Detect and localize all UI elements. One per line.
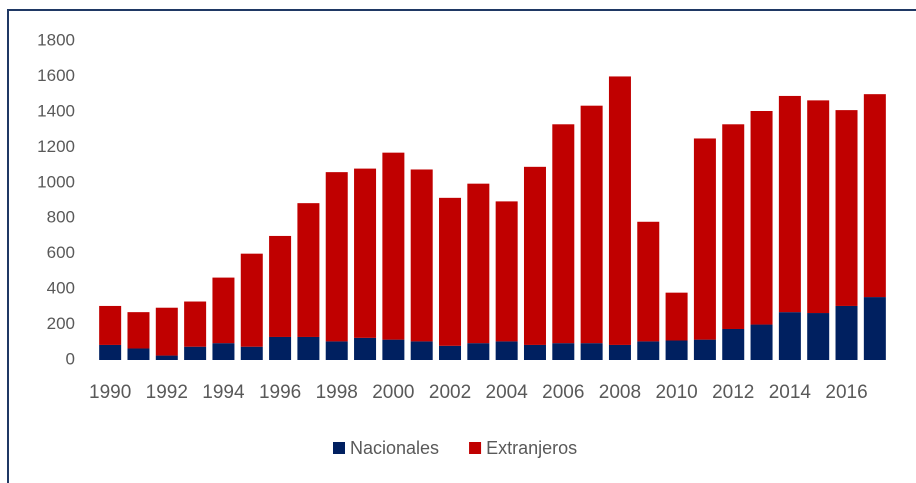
bar-segment <box>608 344 631 360</box>
y-tick-label: 0 <box>66 349 75 368</box>
bar-segment <box>778 312 801 360</box>
bar-segment <box>495 341 518 360</box>
bar-segment <box>580 105 603 344</box>
bar-segment <box>269 235 292 337</box>
bar-segment <box>212 343 235 360</box>
y-tick-label: 1000 <box>37 172 75 191</box>
bar-segment <box>240 253 263 347</box>
x-tick-label: 2016 <box>825 382 867 403</box>
bar-segment <box>382 152 405 340</box>
x-tick-label: 1990 <box>89 382 131 403</box>
x-tick-label: 2000 <box>372 382 414 403</box>
bar-segment <box>99 344 122 360</box>
bar-segment <box>467 343 490 360</box>
y-tick-label: 200 <box>47 314 75 333</box>
x-tick-label: 2004 <box>486 382 529 403</box>
bar-segment <box>608 76 631 345</box>
legend-swatch <box>469 442 482 454</box>
x-tick-label: 2008 <box>599 382 641 403</box>
bar-segment <box>439 197 462 346</box>
bar-segment <box>325 172 348 342</box>
bar-segment <box>495 201 518 342</box>
x-tick-label: 2012 <box>712 382 754 403</box>
bar-segment <box>722 328 745 360</box>
bar-segment <box>439 345 462 360</box>
bar-segment <box>807 100 830 314</box>
x-tick-label: 1992 <box>146 382 188 403</box>
bar-segment <box>184 301 207 347</box>
legend-label: Nacionales <box>350 438 439 458</box>
y-tick-label: 1800 <box>37 30 75 49</box>
bar-segment <box>552 343 575 360</box>
y-tick-label: 800 <box>47 208 75 227</box>
bar-segment <box>523 166 546 345</box>
bar-segment <box>382 339 405 360</box>
bar-segment <box>410 169 433 342</box>
bar-segment <box>523 344 546 360</box>
bar-segment <box>127 312 150 349</box>
x-tick-label: 1998 <box>316 382 358 403</box>
legend-swatch <box>333 442 345 454</box>
bar-segment <box>99 305 122 345</box>
bar-segment <box>467 183 490 344</box>
bar-segment <box>240 346 263 360</box>
bar-segment <box>410 341 433 360</box>
y-tick-label: 1200 <box>37 137 75 156</box>
bar-segment <box>580 343 603 360</box>
bar-segment <box>863 297 886 360</box>
bar-segment <box>778 95 801 313</box>
bar-segment <box>835 305 858 360</box>
bar-segment <box>835 110 858 306</box>
bar-segment <box>750 324 773 360</box>
bar-segment <box>269 336 292 360</box>
bar-segment <box>807 313 830 360</box>
legend-label: Extranjeros <box>486 438 577 458</box>
bar-segment <box>354 337 377 360</box>
bar-segment <box>750 111 773 325</box>
bar-segment <box>155 307 178 356</box>
x-tick-label: 2002 <box>429 382 471 403</box>
x-tick-label: 2010 <box>655 382 697 403</box>
bar-segment <box>637 221 660 342</box>
bar-segment <box>665 292 688 341</box>
bar-segment <box>863 94 886 298</box>
bar-segment <box>552 124 575 344</box>
bar-segment <box>127 348 150 360</box>
bar-segment <box>722 124 745 329</box>
bar-segment <box>184 346 207 360</box>
bar-segment <box>155 355 178 360</box>
x-tick-label: 1996 <box>259 382 301 403</box>
y-tick-label: 600 <box>47 243 75 262</box>
x-tick-label: 2014 <box>769 382 812 403</box>
frame <box>7 9 916 483</box>
bar-segment <box>693 339 716 360</box>
bar-segment <box>637 341 660 360</box>
x-tick-label: 2006 <box>542 382 584 403</box>
bar-segment <box>297 336 320 360</box>
bar-segment <box>693 138 716 340</box>
bar-segment <box>665 340 688 360</box>
y-tick-label: 1600 <box>37 66 75 85</box>
y-tick-label: 400 <box>47 279 75 298</box>
bar-segment <box>297 203 320 337</box>
y-tick-label: 1400 <box>37 101 75 120</box>
bar-segment <box>354 168 377 338</box>
bar-segment <box>325 341 348 360</box>
bar-segment <box>212 277 235 344</box>
x-tick-label: 1994 <box>202 382 245 403</box>
